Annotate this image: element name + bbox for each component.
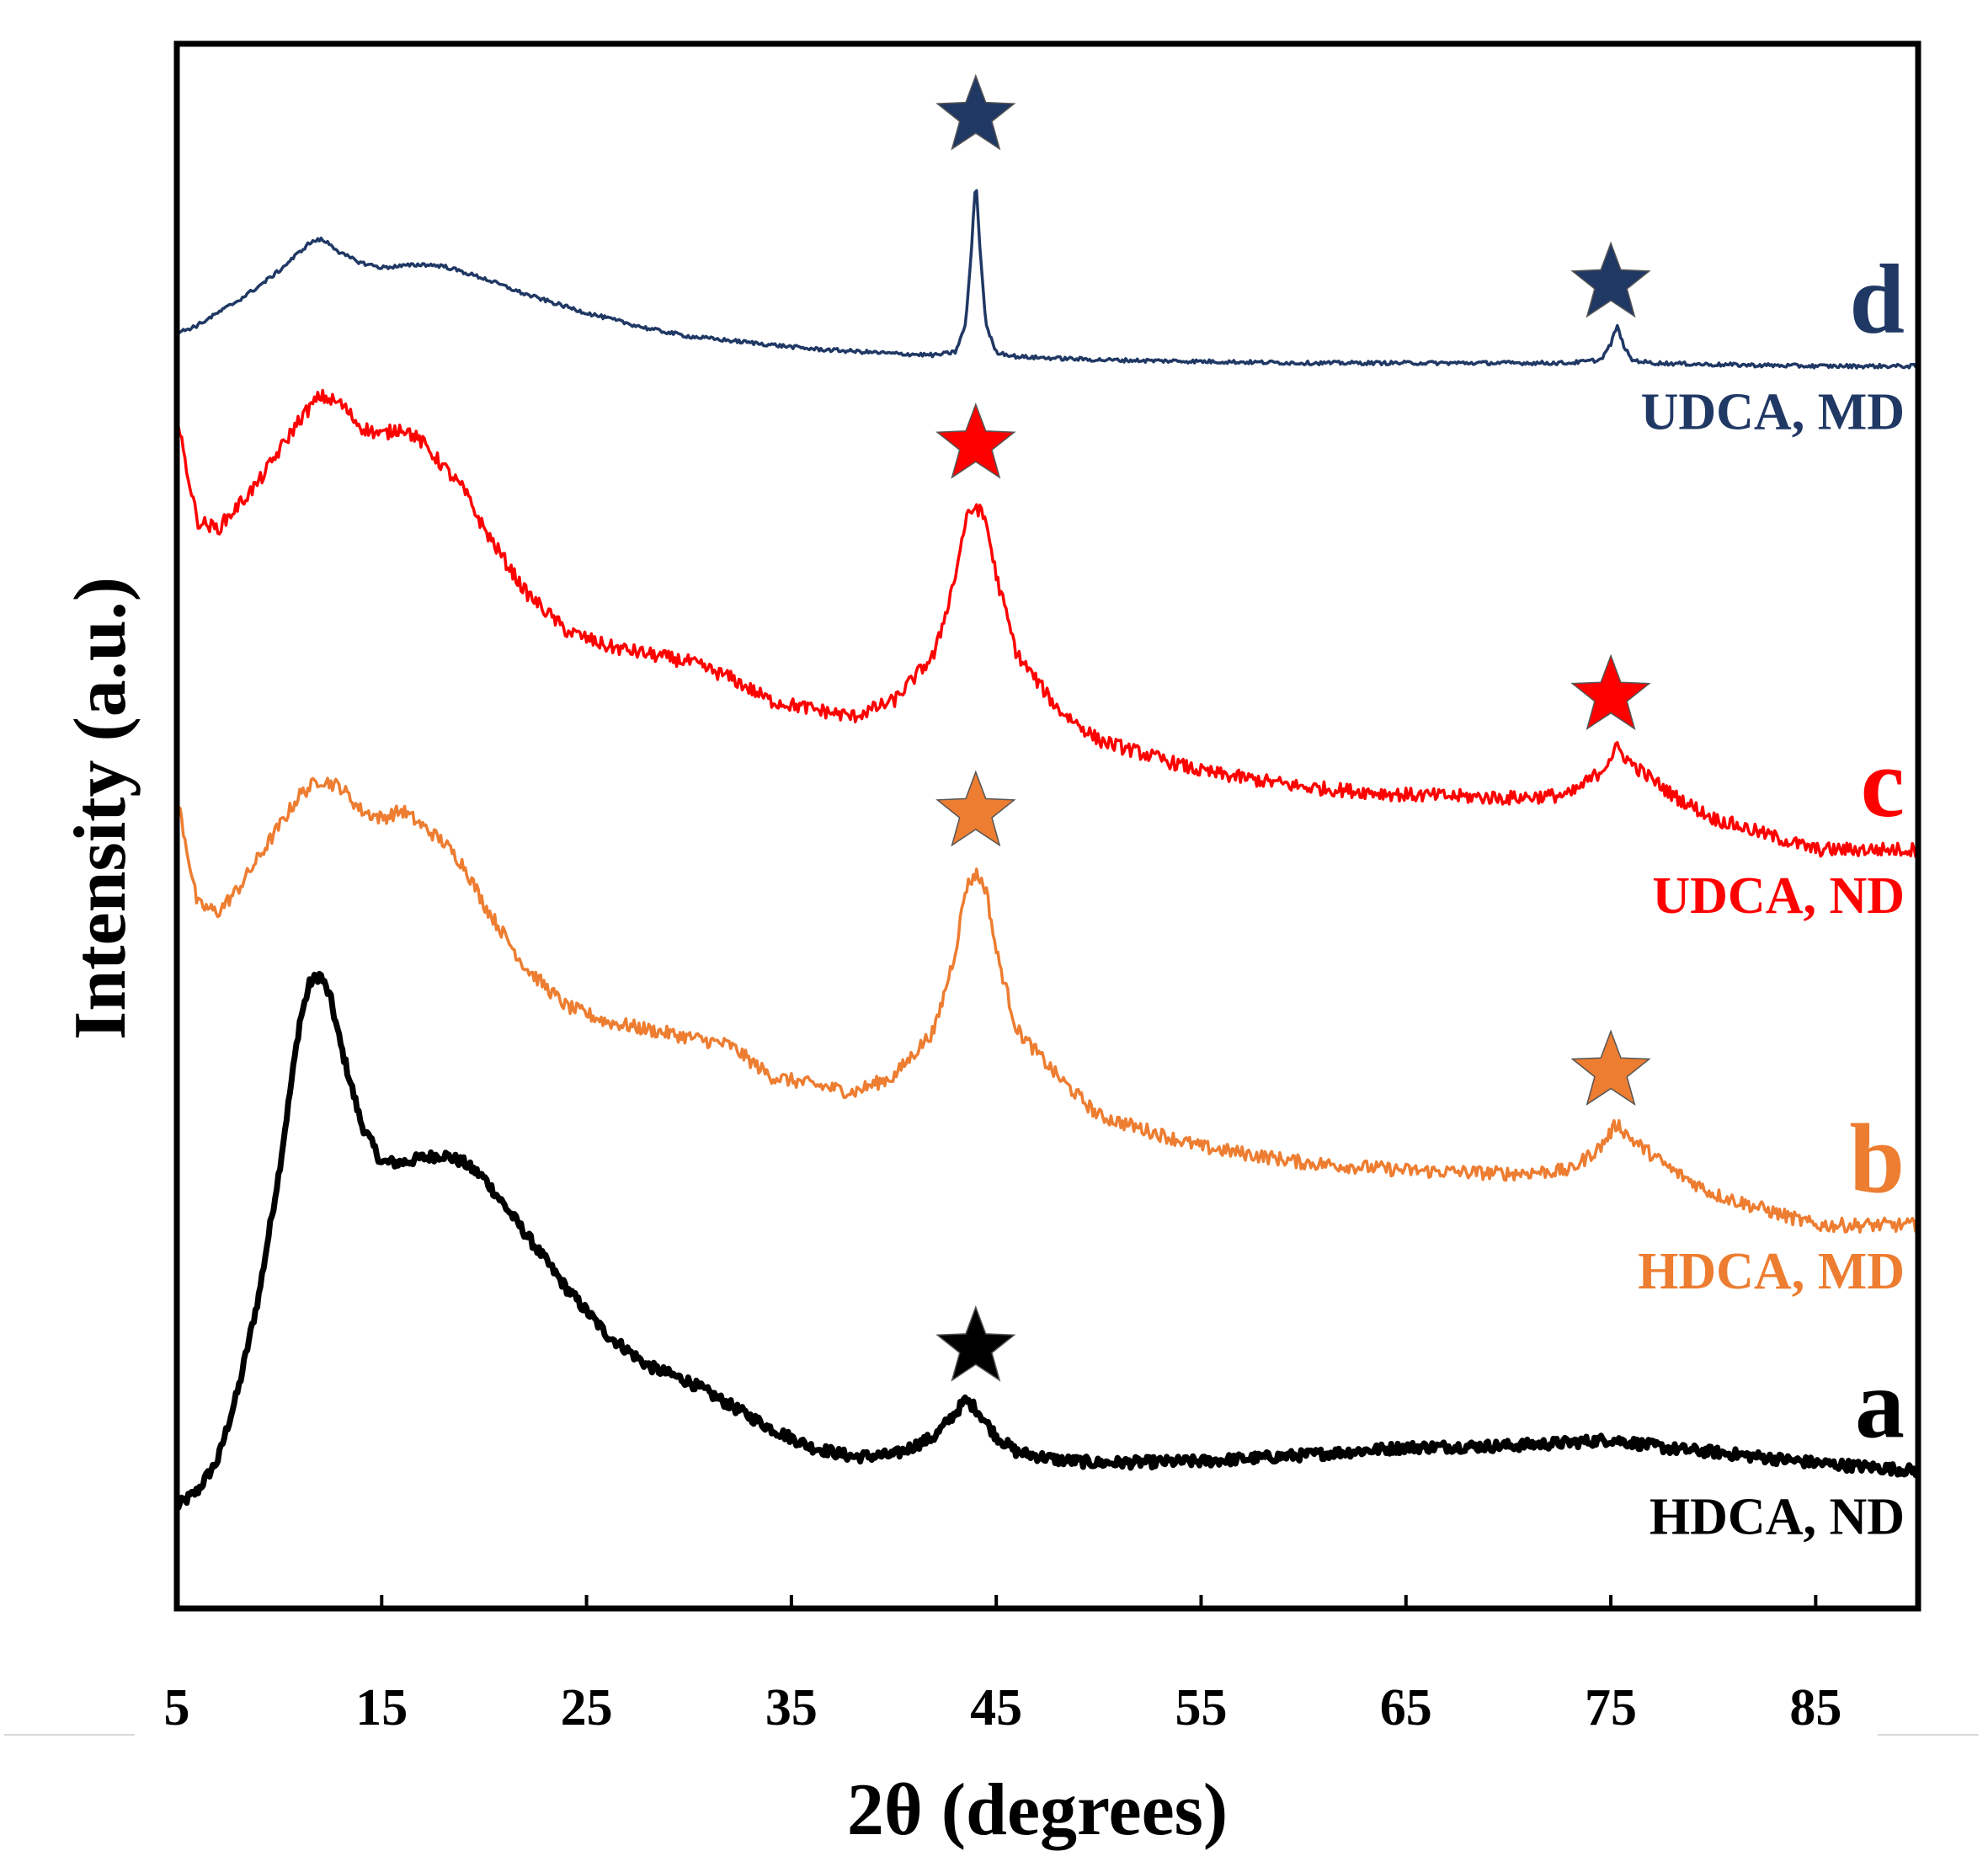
x-tick-label: 45	[970, 1679, 1022, 1736]
peak-star-a	[935, 1305, 1016, 1382]
peak-star-b	[935, 770, 1016, 847]
series-letter-d: d	[1849, 244, 1905, 355]
series-line-a	[174, 970, 1921, 1511]
y-axis-title: Intensity (a.u.)	[60, 577, 141, 1040]
series-name-c: UDCA, ND	[1652, 867, 1905, 925]
peak-star-d	[1570, 241, 1651, 318]
plot-frame	[173, 40, 1921, 1612]
x-tick-label: 65	[1380, 1679, 1432, 1736]
series-line-c	[175, 388, 1919, 858]
plot-area: a HDCA, ND b HDCA, MD c UDCA, ND d UDCA, MD	[174, 73, 1921, 1545]
x-tick-label: 5	[164, 1679, 190, 1736]
x-tick-label: 55	[1175, 1679, 1227, 1736]
series-letter-a: a	[1855, 1348, 1905, 1459]
peak-star-c	[1570, 653, 1651, 731]
x-tick-label: 25	[561, 1679, 613, 1736]
peak-star-b	[1570, 1029, 1651, 1107]
x-tick-label: 75	[1585, 1679, 1637, 1736]
series-letter-c: c	[1861, 728, 1905, 838]
x-tick-label: 85	[1789, 1679, 1841, 1736]
x-axis-title: 2θ (degrees)	[847, 1769, 1228, 1851]
x-axis-ticks: 5 15 25 35 45 55 65 75 85	[164, 1595, 1841, 1736]
x-tick-label: 15	[355, 1679, 408, 1736]
series-line-d	[175, 189, 1917, 370]
series-name-d: UDCA, MD	[1641, 384, 1905, 441]
series-name-a: HDCA, ND	[1650, 1488, 1905, 1545]
series-name-b: HDCA, MD	[1638, 1243, 1905, 1300]
series-letter-b: b	[1849, 1103, 1905, 1214]
peak-star-c	[935, 402, 1016, 479]
series-line-b	[175, 776, 1918, 1234]
x-tick-label: 35	[765, 1679, 818, 1736]
peak-star-d	[935, 73, 1016, 151]
